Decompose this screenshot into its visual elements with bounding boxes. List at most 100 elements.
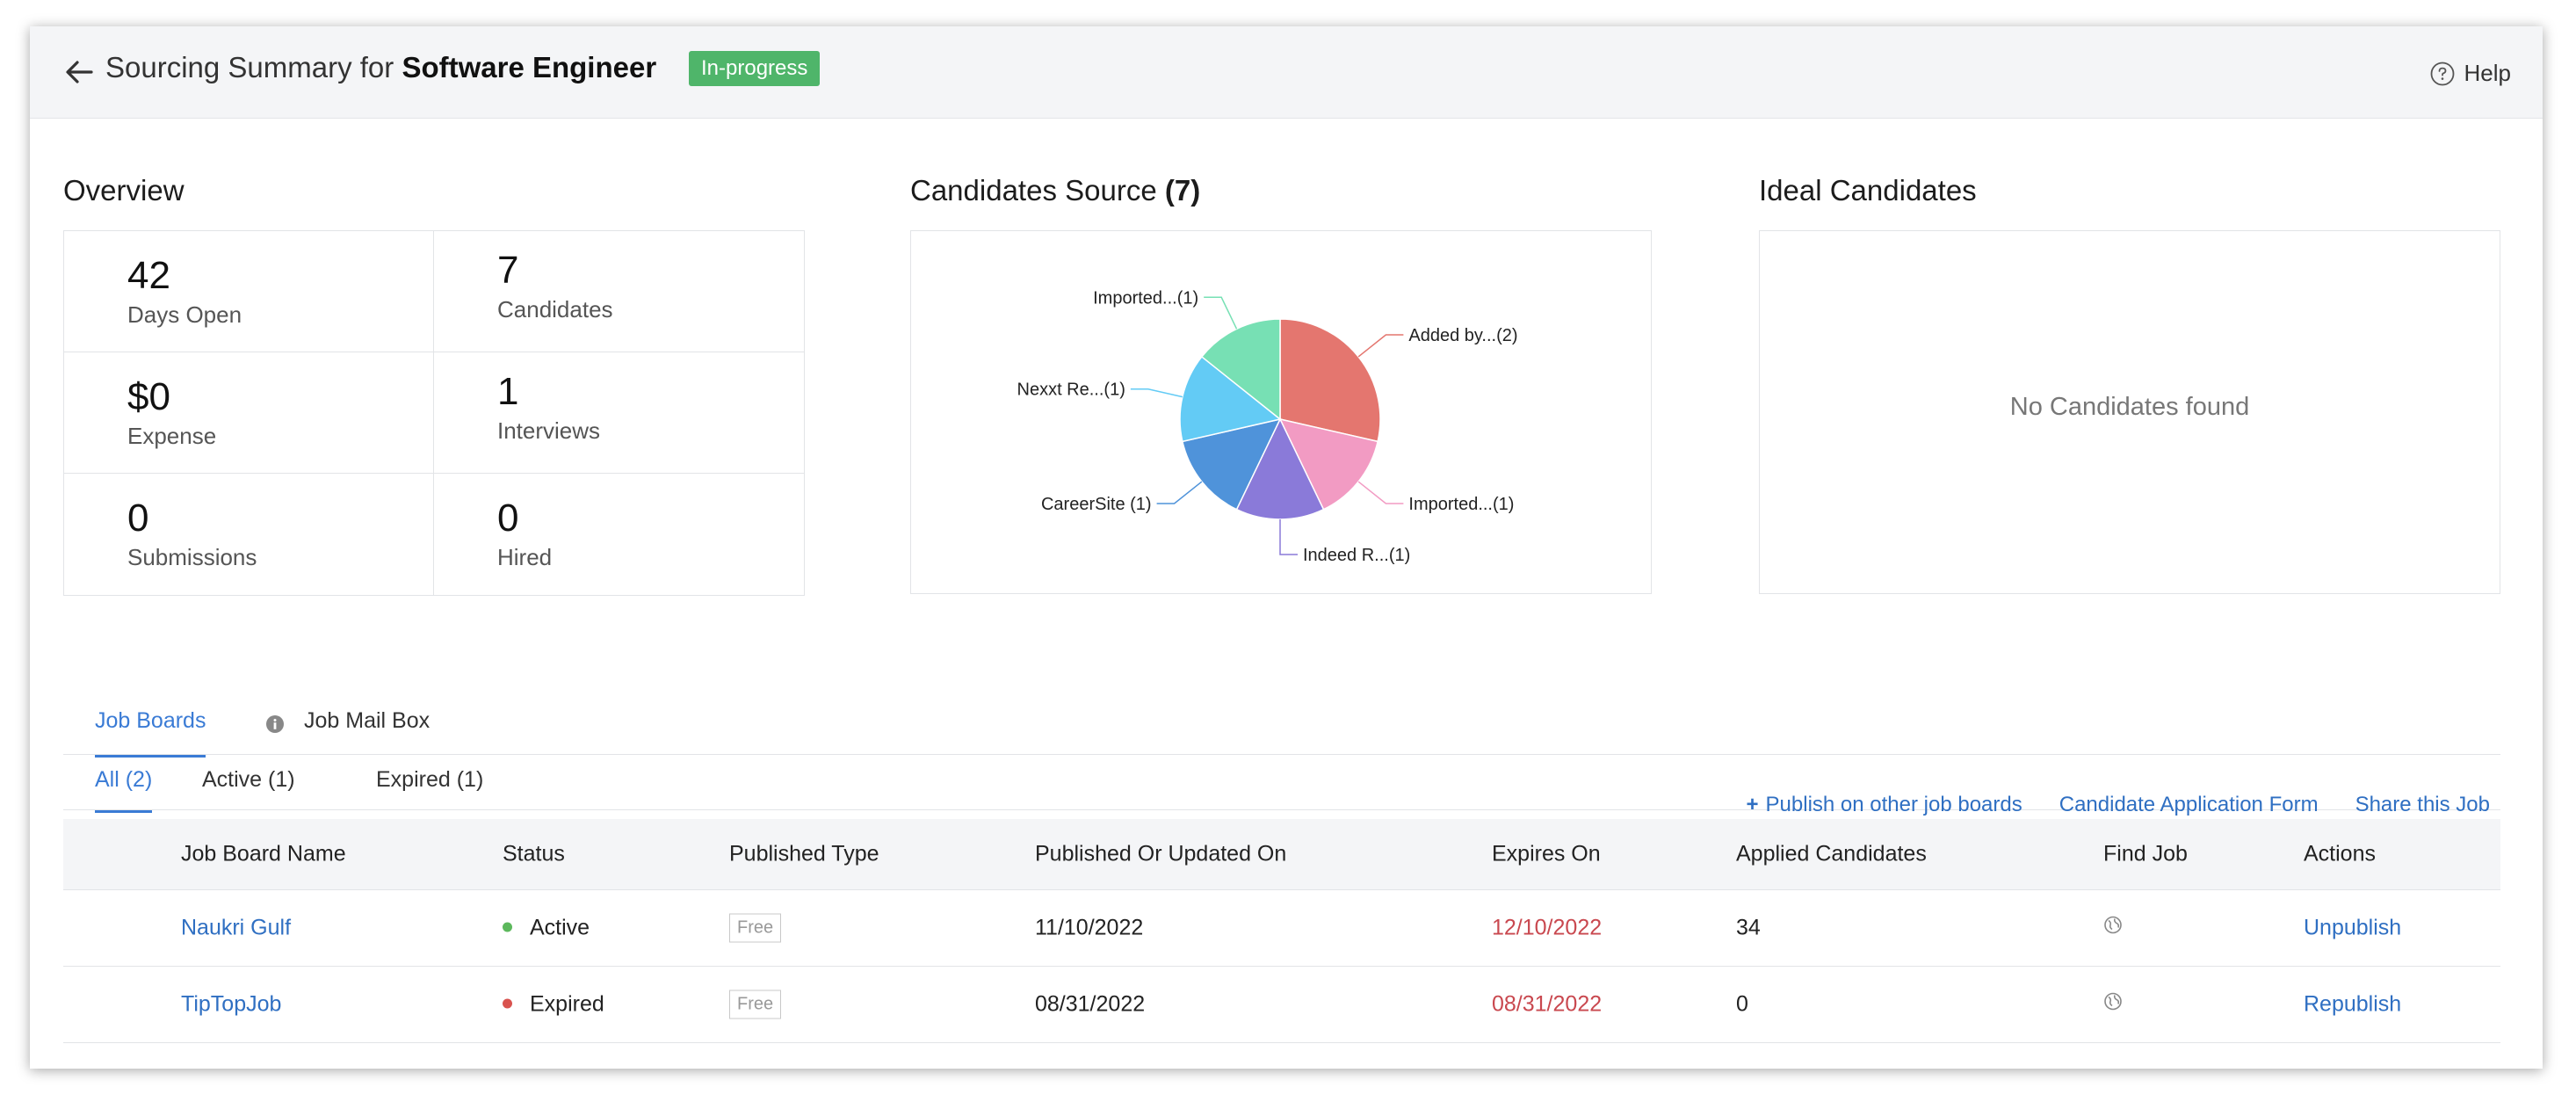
pie-label: Imported...(1): [1408, 495, 1514, 514]
published-type-chip: Free: [729, 913, 782, 943]
tab-job-boards[interactable]: Job Boards: [95, 708, 206, 758]
pie-chart: Added by...(2) Imported...(1) Indeed R...(…: [1017, 288, 1518, 565]
pie-label: Added by...(2): [1408, 326, 1517, 345]
stat-expense: $0 Expense: [64, 352, 434, 474]
status-text: Active: [530, 915, 590, 940]
job-board-name-link[interactable]: TipTopJob: [181, 991, 282, 1017]
table-row: TipTopJob Expired Free 08/31/2022 08/31/…: [63, 967, 2500, 1043]
status-text: Expired: [530, 991, 604, 1017]
pie-label: CareerSite (1): [1041, 495, 1152, 514]
candidates-source-chart: Added by...(2) Imported...(1) Indeed R...(…: [910, 230, 1652, 594]
stat-value: 0: [127, 497, 149, 540]
stat-submissions: 0 Submissions: [64, 474, 434, 595]
stat-hired: 0 Hired: [434, 474, 804, 595]
published-type-cell: Free: [729, 913, 782, 943]
stat-label: Interviews: [497, 417, 601, 444]
pie-label: Indeed R...(1): [1303, 546, 1410, 565]
ideal-candidates-panel: No Candidates found: [1759, 230, 2500, 594]
candidates-source-title: Candidates Source (7): [910, 174, 1200, 207]
col-actions: Actions: [2304, 841, 2376, 866]
candidates-source-label: Candidates Source: [910, 174, 1157, 207]
job-title: Software Engineer: [402, 51, 657, 83]
col-job-board-name: Job Board Name: [181, 841, 346, 866]
job-actions: + Publish on other job boards Candidate A…: [1747, 793, 2490, 817]
stat-interviews: 1 Interviews: [434, 352, 804, 474]
stat-value: 0: [497, 497, 519, 540]
col-published-type: Published Type: [729, 841, 879, 866]
main-tabs: Job Boards Job Mail Box: [63, 677, 2500, 758]
status-cell: Expired: [503, 992, 604, 1018]
published-date: 08/31/2022: [1035, 991, 1146, 1017]
status-cell: Active: [503, 916, 590, 941]
expires-date: 08/31/2022: [1492, 991, 1603, 1017]
table-header: Job Board Name Status Published Type Pub…: [63, 819, 2500, 890]
plus-icon: +: [1746, 793, 1759, 816]
applied-count: 34: [1736, 915, 1761, 940]
pie-leader-line: [1357, 481, 1404, 504]
table-row: Naukri Gulf Active Free 11/10/2022 12/10…: [63, 890, 2500, 967]
applied-count: 0: [1736, 991, 1748, 1017]
republish-button[interactable]: Republish: [2304, 991, 2402, 1017]
status-badge: In-progress: [689, 51, 821, 86]
job-board-name-link[interactable]: Naukri Gulf: [181, 915, 292, 940]
info-icon: [266, 715, 284, 733]
share-job-link[interactable]: Share this Job: [2355, 793, 2490, 816]
pie-leader-line: [1156, 481, 1203, 504]
published-type-chip: Free: [729, 990, 782, 1019]
subtab-expired[interactable]: Expired (1): [376, 767, 484, 792]
globe-icon[interactable]: [2103, 916, 2123, 935]
status-subtabs: All (2) Active (1) Expired (1): [63, 755, 2500, 813]
col-status: Status: [503, 841, 565, 866]
subtab-active[interactable]: Active (1): [202, 767, 295, 792]
expires-date: 12/10/2022: [1492, 915, 1603, 940]
job-boards-table: Job Board Name Status Published Type Pub…: [63, 819, 2500, 1043]
pie-leader-line: [1204, 296, 1238, 330]
pie-leader-line: [1357, 334, 1404, 358]
status-dot: [503, 998, 512, 1009]
empty-message: No Candidates found: [2009, 393, 2250, 421]
col-published-on: Published Or Updated On: [1035, 841, 1287, 866]
overview-title: Overview: [63, 174, 185, 207]
tab-job-mail-box[interactable]: Job Mail Box: [304, 708, 431, 733]
unpublish-button[interactable]: Unpublish: [2304, 915, 2402, 940]
col-find-job: Find Job: [2103, 841, 2188, 866]
back-arrow-icon[interactable]: [62, 54, 97, 90]
stat-value: 7: [497, 249, 519, 292]
title-prefix: Sourcing Summary for: [105, 51, 394, 83]
help-icon: [2430, 62, 2454, 85]
globe-icon[interactable]: [2103, 992, 2123, 1011]
overview-stats: 42 Days Open 7 Candidates $0 Expense 1 I…: [63, 230, 805, 596]
help-button[interactable]: Help: [2429, 60, 2511, 87]
stat-label: Days Open: [127, 301, 242, 328]
col-applied-candidates: Applied Candidates: [1736, 841, 1927, 866]
subtab-all[interactable]: All (2): [95, 767, 153, 813]
published-date: 11/10/2022: [1035, 915, 1144, 940]
stat-label: Candidates: [497, 296, 613, 323]
candidates-source-count: (7): [1164, 174, 1201, 207]
col-expires-on: Expires On: [1492, 841, 1601, 866]
published-type-cell: Free: [729, 990, 782, 1019]
pie-slice[interactable]: [1278, 417, 1379, 511]
pie-label: Imported...(1): [1093, 288, 1198, 308]
candidate-application-form-link[interactable]: Candidate Application Form: [2059, 793, 2319, 816]
pie-leader-line: [1279, 518, 1298, 555]
pie-leader-line: [1130, 388, 1183, 398]
ideal-candidates-title: Ideal Candidates: [1759, 174, 1977, 207]
page-header: Sourcing Summary for Software Engineer I…: [30, 26, 2543, 119]
find-job-cell: [2103, 992, 2123, 1018]
find-job-cell: [2103, 916, 2123, 941]
stat-label: Hired: [497, 544, 553, 570]
pie-slice[interactable]: [1235, 417, 1325, 520]
pie-slice[interactable]: [1181, 417, 1282, 511]
stat-value: 1: [497, 370, 519, 413]
stat-value: 42: [127, 254, 170, 297]
help-label: Help: [2464, 60, 2511, 86]
stat-value: $0: [127, 375, 170, 418]
publish-other-boards-link[interactable]: + Publish on other job boards: [1747, 793, 2022, 817]
status-dot: [503, 922, 512, 932]
stat-candidates: 7 Candidates: [434, 231, 804, 352]
pie-label: Nexxt Re...(1): [1017, 381, 1125, 400]
sourcing-summary-window: Sourcing Summary for Software Engineer I…: [30, 26, 2543, 1069]
stat-days-open: 42 Days Open: [64, 231, 434, 352]
stat-label: Expense: [127, 423, 217, 449]
